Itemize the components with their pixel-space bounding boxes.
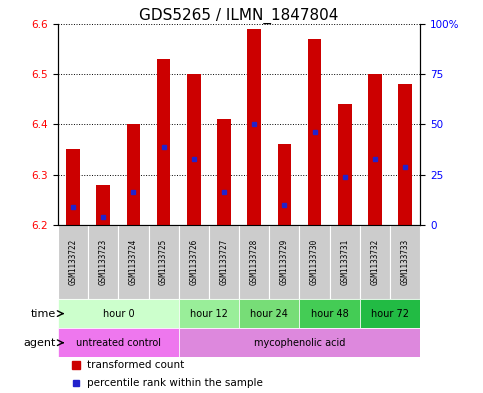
Bar: [360, 299, 420, 328]
Bar: [360, 225, 390, 299]
Bar: [308, 39, 321, 225]
Bar: [187, 74, 200, 225]
Bar: [88, 225, 118, 299]
Bar: [330, 225, 360, 299]
Bar: [299, 225, 330, 299]
Text: agent: agent: [24, 338, 56, 348]
Bar: [179, 299, 239, 328]
Bar: [118, 225, 149, 299]
Bar: [239, 225, 270, 299]
Bar: [58, 225, 88, 299]
Bar: [398, 84, 412, 225]
Text: GSM1133733: GSM1133733: [400, 239, 410, 285]
Text: transformed count: transformed count: [87, 360, 184, 370]
Text: GSM1133727: GSM1133727: [219, 239, 228, 285]
Bar: [299, 299, 360, 328]
Text: GSM1133731: GSM1133731: [340, 239, 349, 285]
Text: GSM1133724: GSM1133724: [129, 239, 138, 285]
Text: time: time: [31, 309, 56, 319]
Bar: [58, 328, 179, 357]
Bar: [239, 299, 299, 328]
Bar: [149, 225, 179, 299]
Bar: [270, 225, 299, 299]
Text: GSM1133732: GSM1133732: [370, 239, 380, 285]
Text: GSM1133728: GSM1133728: [250, 239, 259, 285]
Text: mycophenolic acid: mycophenolic acid: [254, 338, 345, 348]
Text: hour 0: hour 0: [102, 309, 134, 319]
Bar: [58, 299, 179, 328]
Bar: [157, 59, 170, 225]
Text: hour 24: hour 24: [250, 309, 288, 319]
Bar: [209, 225, 239, 299]
Bar: [247, 29, 261, 225]
Title: GDS5265 / ILMN_1847804: GDS5265 / ILMN_1847804: [140, 7, 339, 24]
Bar: [390, 225, 420, 299]
Text: untreated control: untreated control: [76, 338, 161, 348]
Bar: [278, 144, 291, 225]
Bar: [217, 119, 231, 225]
Bar: [127, 124, 140, 225]
Text: GSM1133723: GSM1133723: [99, 239, 108, 285]
Text: hour 12: hour 12: [190, 309, 228, 319]
Bar: [338, 104, 352, 225]
Bar: [179, 225, 209, 299]
Text: percentile rank within the sample: percentile rank within the sample: [87, 378, 263, 388]
Bar: [179, 328, 420, 357]
Bar: [97, 185, 110, 225]
Text: GSM1133726: GSM1133726: [189, 239, 199, 285]
Text: GSM1133725: GSM1133725: [159, 239, 168, 285]
Text: hour 72: hour 72: [371, 309, 409, 319]
Text: GSM1133729: GSM1133729: [280, 239, 289, 285]
Text: GSM1133722: GSM1133722: [69, 239, 78, 285]
Text: hour 48: hour 48: [311, 309, 349, 319]
Bar: [66, 149, 80, 225]
Text: GSM1133730: GSM1133730: [310, 239, 319, 285]
Bar: [368, 74, 382, 225]
